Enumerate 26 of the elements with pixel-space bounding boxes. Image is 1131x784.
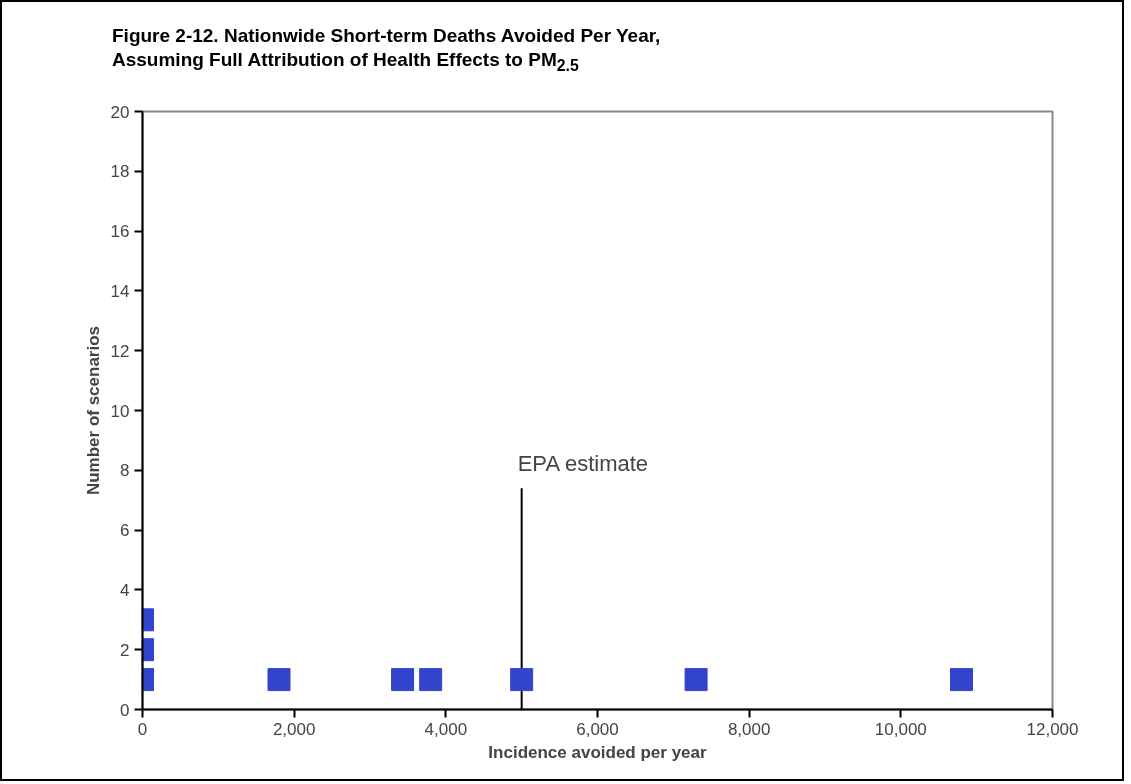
point [391,668,415,692]
x-tick-label: 0 [137,719,148,739]
x-tick-label: 8,000 [727,719,771,739]
y-tick-label: 6 [120,521,130,541]
ref-line-label: EPA estimate [517,451,649,477]
x-tick-label: 12,000 [1026,719,1079,739]
y-tick-label: 4 [120,580,130,600]
x-axis-title: Incidence avoided per year [488,742,708,762]
y-tick-label: 18 [110,162,130,182]
y-tick-label: 10 [110,401,130,421]
point [510,668,534,692]
y-tick-label: 20 [110,102,130,122]
chart-title: Figure 2-12. Nationwide Short-term Deaths Avoided Per Year, Assuming Full Attribution of Health Effects to PM$_{2.5}$ [112,24,661,76]
y-tick-label: 14 [110,281,130,301]
x-tick-label: 2,000 [272,719,316,739]
y-tick-label: 16 [110,222,130,242]
y-tick-label: 12 [110,341,130,361]
y-axis-title: Number of scenarios [83,325,103,496]
point [684,668,708,692]
x-tick-label: 10,000 [874,719,927,739]
x-tick-label: 6,000 [576,719,619,739]
point [419,668,443,692]
y-tick-label: 0 [120,700,130,720]
x-tick-label: 4,000 [424,719,468,739]
y-tick-label: 2 [120,640,130,660]
y-tick-label: 8 [120,461,130,481]
